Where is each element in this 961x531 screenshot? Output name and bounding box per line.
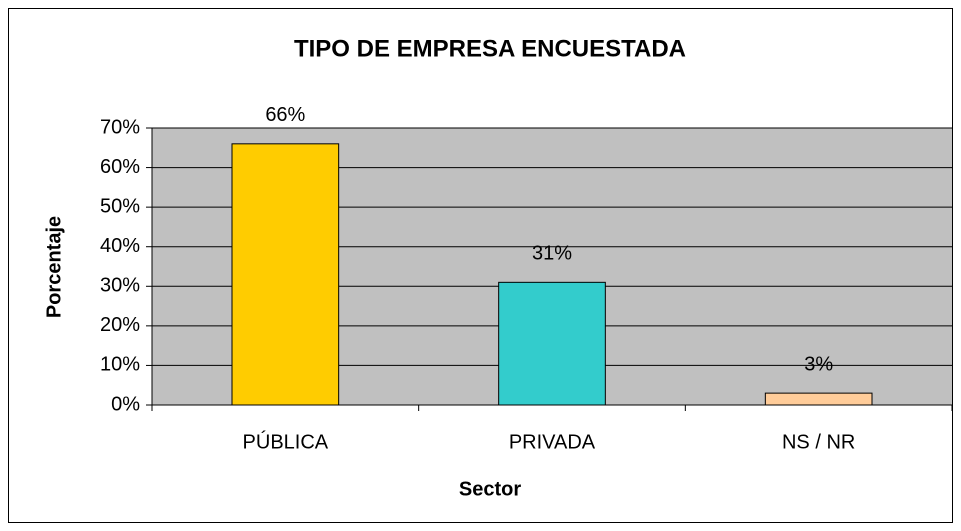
x-tick-label: NS / NR [782, 431, 855, 453]
y-tick-label: 30% [100, 275, 140, 297]
bar [498, 281, 606, 406]
x-axis-label: Sector [459, 478, 521, 500]
chart-title: TIPO DE EMPRESA ENCUESTADA [294, 35, 686, 62]
y-tick-label: 0% [111, 393, 140, 415]
data-label: 31% [532, 243, 572, 265]
bar [764, 392, 873, 406]
y-tick-label: 40% [100, 235, 140, 257]
y-tick-label: 60% [100, 156, 140, 178]
y-tick-label: 20% [100, 314, 140, 336]
x-tick-label: PÚBLICA [243, 430, 329, 453]
x-tick-label: PRIVADA [509, 431, 596, 453]
y-tick-label: 50% [100, 195, 140, 217]
data-label: 66% [265, 104, 305, 126]
bar [231, 143, 340, 406]
y-tick-label: 70% [100, 116, 140, 138]
y-axis-label: Porcentaje [43, 216, 65, 318]
data-label: 3% [804, 353, 833, 375]
y-tick-label: 10% [100, 354, 140, 376]
